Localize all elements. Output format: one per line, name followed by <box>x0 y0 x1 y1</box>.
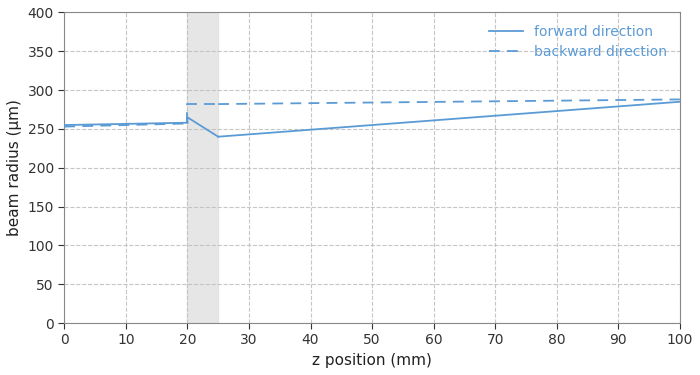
backward direction <box>214 102 223 106</box>
forward direction <box>270 130 278 135</box>
Bar <box>188 12 218 323</box>
backward direction <box>547 99 556 103</box>
Y-axis label: beam radius (μm): beam radius (μm) <box>7 99 22 236</box>
Line: backward direction: backward direction <box>218 99 680 104</box>
backward direction <box>676 97 684 102</box>
backward direction <box>550 99 558 103</box>
Legend: forward direction, backward direction: forward direction, backward direction <box>483 20 673 64</box>
forward direction <box>547 109 556 114</box>
forward direction <box>676 99 684 104</box>
forward direction <box>505 112 513 117</box>
forward direction <box>214 135 223 139</box>
backward direction <box>397 100 405 105</box>
backward direction <box>365 100 373 105</box>
backward direction <box>505 99 513 104</box>
forward direction <box>550 109 558 114</box>
backward direction <box>270 101 278 106</box>
X-axis label: z position (mm): z position (mm) <box>312 353 432 368</box>
Line: forward direction: forward direction <box>218 102 680 137</box>
forward direction <box>397 121 405 125</box>
forward direction <box>365 123 373 128</box>
